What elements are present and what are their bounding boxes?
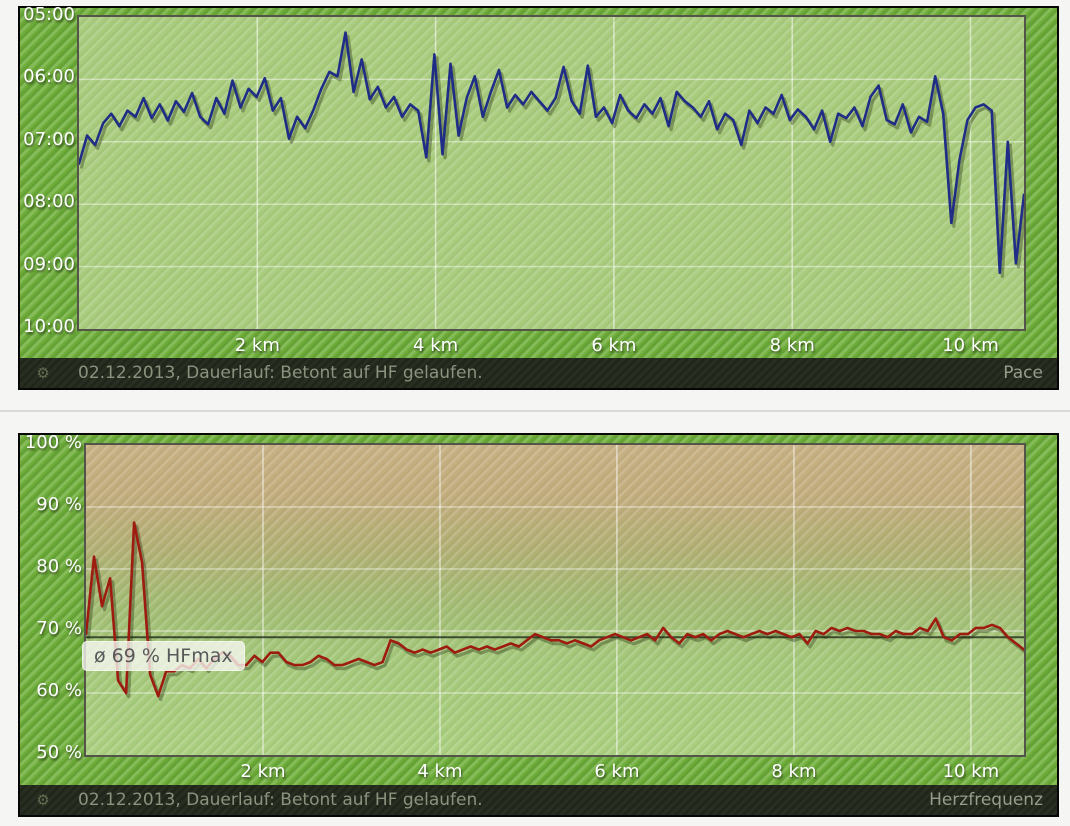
y-tick-label: 60 % bbox=[36, 680, 82, 701]
y-tick-label: 08:00 bbox=[23, 191, 75, 213]
line-shadow bbox=[79, 34, 1024, 278]
x-tick-label: 2 km bbox=[234, 335, 280, 356]
y-tick-label: 07:00 bbox=[23, 128, 75, 150]
y-tick-label: 05:00 bbox=[23, 4, 75, 25]
x-tick-label: 6 km bbox=[594, 761, 640, 782]
heartrate-plot-area[interactable]: ø 69 % HFmax bbox=[82, 443, 1026, 757]
gear-icon[interactable]: ⚙ bbox=[36, 364, 50, 382]
x-tick-label: 4 km bbox=[417, 761, 463, 782]
y-tick-label: 09:00 bbox=[23, 253, 75, 275]
x-tick-label: 2 km bbox=[240, 761, 286, 782]
x-tick-label: 6 km bbox=[591, 335, 637, 356]
x-tick-label: 8 km bbox=[769, 335, 815, 356]
line-shadow bbox=[86, 524, 1024, 702]
y-tick-label: 80 % bbox=[36, 556, 82, 577]
hf-average-tooltip: ø 69 % HFmax bbox=[82, 641, 245, 671]
x-tick-label: 8 km bbox=[771, 761, 817, 782]
y-tick-label: 10:00 bbox=[23, 316, 75, 337]
pace-line bbox=[79, 31, 1024, 275]
x-tick-label: 10 km bbox=[942, 761, 1000, 782]
heartrate-line-svg bbox=[86, 445, 1024, 755]
gear-icon[interactable]: ⚙ bbox=[36, 791, 50, 809]
y-tick-label: 70 % bbox=[36, 618, 82, 639]
activity-caption: 02.12.2013, Dauerlauf: Betont auf HF gel… bbox=[78, 790, 483, 810]
pace-caption-bar: ⚙ 02.12.2013, Dauerlauf: Betont auf HF g… bbox=[20, 358, 1057, 388]
y-tick-label: 100 % bbox=[24, 432, 82, 453]
pace-chart-widget: 05:00 06:00 07:00 08:00 09:00 10:00 2 km 4 km 6… bbox=[18, 4, 1059, 390]
chart-type-label-pace: Pace bbox=[1003, 363, 1043, 383]
chart-type-label-herzfrequenz: Herzfrequenz bbox=[929, 790, 1043, 810]
y-tick-label: 06:00 bbox=[23, 66, 75, 88]
x-tick-label: 10 km bbox=[942, 335, 999, 356]
heartrate-caption-bar: ⚙ 02.12.2013, Dauerlauf: Betont auf HF g… bbox=[20, 785, 1057, 815]
pace-plot-area[interactable] bbox=[77, 15, 1026, 331]
pace-line-svg bbox=[79, 17, 1024, 329]
section-divider bbox=[0, 410, 1070, 412]
x-tick-label: 4 km bbox=[413, 335, 459, 356]
activity-caption: 02.12.2013, Dauerlauf: Betont auf HF gel… bbox=[78, 363, 483, 383]
heartrate-chart-widget: ø 69 % HFmax 100 % 90 % 80 % 70 % 60 % 50 % 2… bbox=[18, 432, 1059, 817]
y-tick-label: 90 % bbox=[36, 494, 82, 515]
y-tick-label: 50 % bbox=[36, 742, 82, 763]
